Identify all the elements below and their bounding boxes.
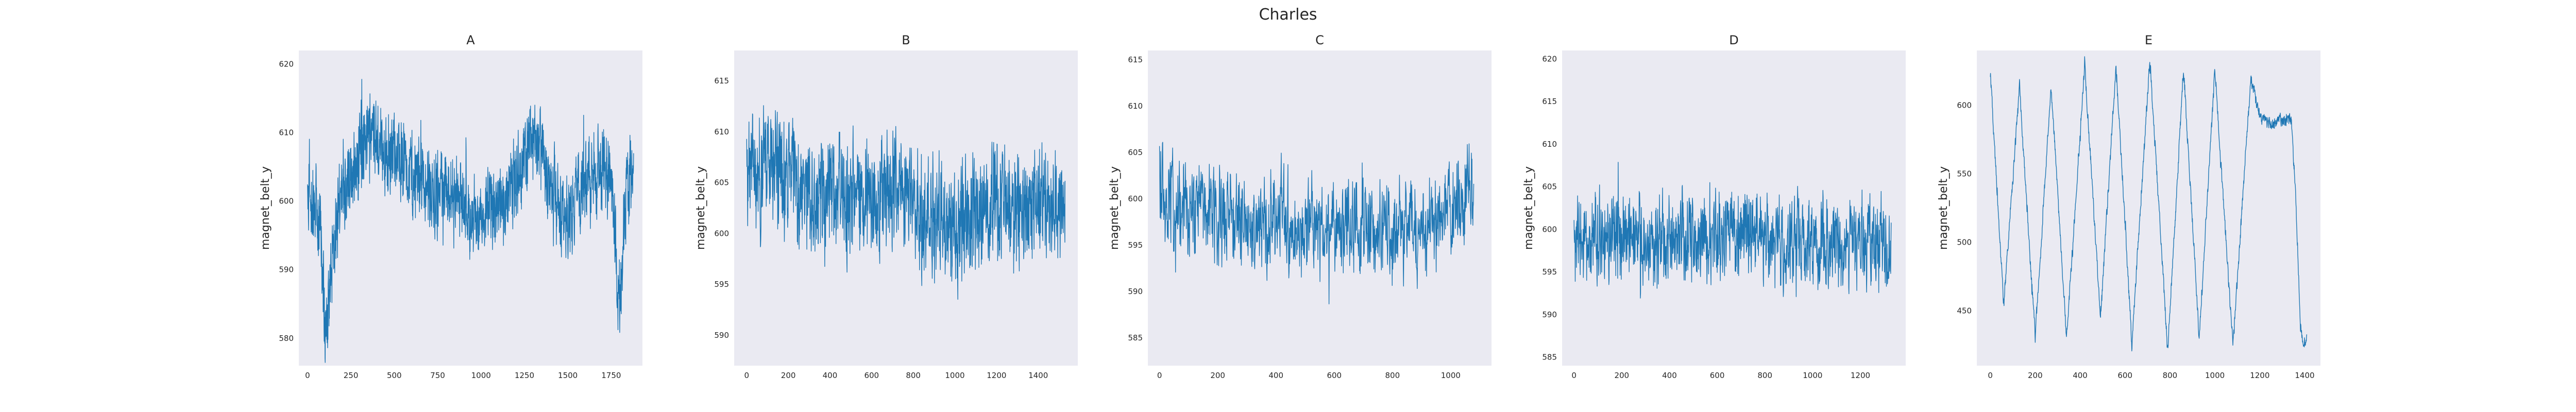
y-tick-label: 450 xyxy=(1957,306,1972,316)
series-line xyxy=(1990,56,2308,352)
y-tick-label: 500 xyxy=(1957,238,1972,247)
x-tick-label: 800 xyxy=(1757,371,1772,380)
x-tick-label: 1000 xyxy=(2205,371,2225,380)
x-tick-label: 1200 xyxy=(1851,371,1870,380)
x-tick-label: 0 xyxy=(744,371,749,380)
y-tick-label: 600 xyxy=(279,197,294,206)
y-tick-label: 610 xyxy=(279,128,294,138)
x-tick-label: 0 xyxy=(1988,371,1993,380)
y-tick-label: 585 xyxy=(1542,352,1557,362)
x-tick-label: 1000 xyxy=(471,371,491,380)
x-tick-label: 800 xyxy=(1385,371,1400,380)
x-tick-label: 0 xyxy=(305,371,310,380)
series-line xyxy=(307,79,634,363)
x-tick-label: 750 xyxy=(430,371,445,380)
y-axis-label: magnet_belt_y xyxy=(694,166,707,250)
panel-title: B xyxy=(902,33,910,47)
y-axis-label: magnet_belt_y xyxy=(1937,166,1950,250)
y-tick-label: 590 xyxy=(714,331,729,340)
x-tick-label: 0 xyxy=(1157,371,1162,380)
panel-title: D xyxy=(1729,33,1738,47)
y-tick-label: 600 xyxy=(1128,194,1143,203)
x-tick-label: 250 xyxy=(344,371,359,380)
x-tick-label: 1250 xyxy=(515,371,534,380)
x-tick-label: 1750 xyxy=(601,371,621,380)
x-tick-label: 600 xyxy=(1327,371,1342,380)
x-tick-label: 1000 xyxy=(1803,371,1822,380)
panel-title: E xyxy=(2145,33,2153,47)
y-tick-label: 580 xyxy=(279,334,294,343)
y-tick-label: 610 xyxy=(1128,101,1143,111)
y-tick-label: 585 xyxy=(1128,333,1143,342)
x-tick-label: 400 xyxy=(2073,371,2088,380)
y-tick-label: 595 xyxy=(714,280,729,289)
figure-suptitle: Charles xyxy=(1259,6,1317,24)
x-tick-label: 1000 xyxy=(1441,371,1461,380)
x-tick-label: 200 xyxy=(1614,371,1629,380)
x-tick-label: 0 xyxy=(1571,371,1577,380)
y-tick-label: 605 xyxy=(1128,148,1143,157)
x-tick-label: 1400 xyxy=(1028,371,1048,380)
panel-title: C xyxy=(1315,33,1324,47)
x-tick-label: 200 xyxy=(1210,371,1225,380)
y-tick-label: 550 xyxy=(1957,169,1972,178)
y-tick-label: 615 xyxy=(714,76,729,85)
x-tick-label: 200 xyxy=(2028,371,2043,380)
x-tick-label: 400 xyxy=(823,371,838,380)
y-tick-label: 600 xyxy=(714,229,729,238)
x-tick-label: 600 xyxy=(2117,371,2132,380)
y-tick-label: 600 xyxy=(1957,100,1972,110)
series-line xyxy=(746,105,1066,300)
y-axis-label: magnet_belt_y xyxy=(1522,166,1535,250)
y-tick-label: 620 xyxy=(279,60,294,69)
x-tick-label: 500 xyxy=(387,371,402,380)
y-tick-label: 600 xyxy=(1542,225,1557,234)
y-tick-label: 590 xyxy=(279,265,294,274)
y-axis-label: magnet_belt_y xyxy=(259,166,272,250)
x-tick-label: 200 xyxy=(781,371,796,380)
y-tick-label: 595 xyxy=(1128,241,1143,250)
series-line xyxy=(1573,162,1892,299)
x-tick-label: 800 xyxy=(2163,371,2178,380)
plot-area xyxy=(1977,50,2320,366)
x-tick-label: 800 xyxy=(906,371,921,380)
y-tick-label: 605 xyxy=(1542,182,1557,192)
x-tick-label: 1200 xyxy=(2250,371,2269,380)
y-tick-label: 590 xyxy=(1128,287,1143,296)
y-tick-label: 605 xyxy=(714,178,729,187)
y-tick-label: 620 xyxy=(1542,55,1557,64)
y-tick-label: 590 xyxy=(1542,310,1557,319)
x-tick-label: 1400 xyxy=(2295,371,2314,380)
y-tick-label: 610 xyxy=(714,127,729,136)
x-tick-label: 1200 xyxy=(987,371,1006,380)
y-tick-label: 615 xyxy=(1128,55,1143,64)
x-tick-label: 600 xyxy=(1710,371,1725,380)
panel-title: A xyxy=(466,33,475,47)
x-tick-label: 600 xyxy=(864,371,879,380)
series-line xyxy=(1159,142,1475,304)
y-tick-label: 595 xyxy=(1542,267,1557,277)
y-tick-label: 615 xyxy=(1542,97,1557,106)
x-tick-label: 1000 xyxy=(945,371,964,380)
y-axis-label: magnet_belt_y xyxy=(1108,166,1121,250)
x-tick-label: 1500 xyxy=(558,371,578,380)
x-tick-label: 400 xyxy=(1268,371,1283,380)
y-tick-label: 610 xyxy=(1542,140,1557,149)
x-tick-label: 400 xyxy=(1662,371,1677,380)
